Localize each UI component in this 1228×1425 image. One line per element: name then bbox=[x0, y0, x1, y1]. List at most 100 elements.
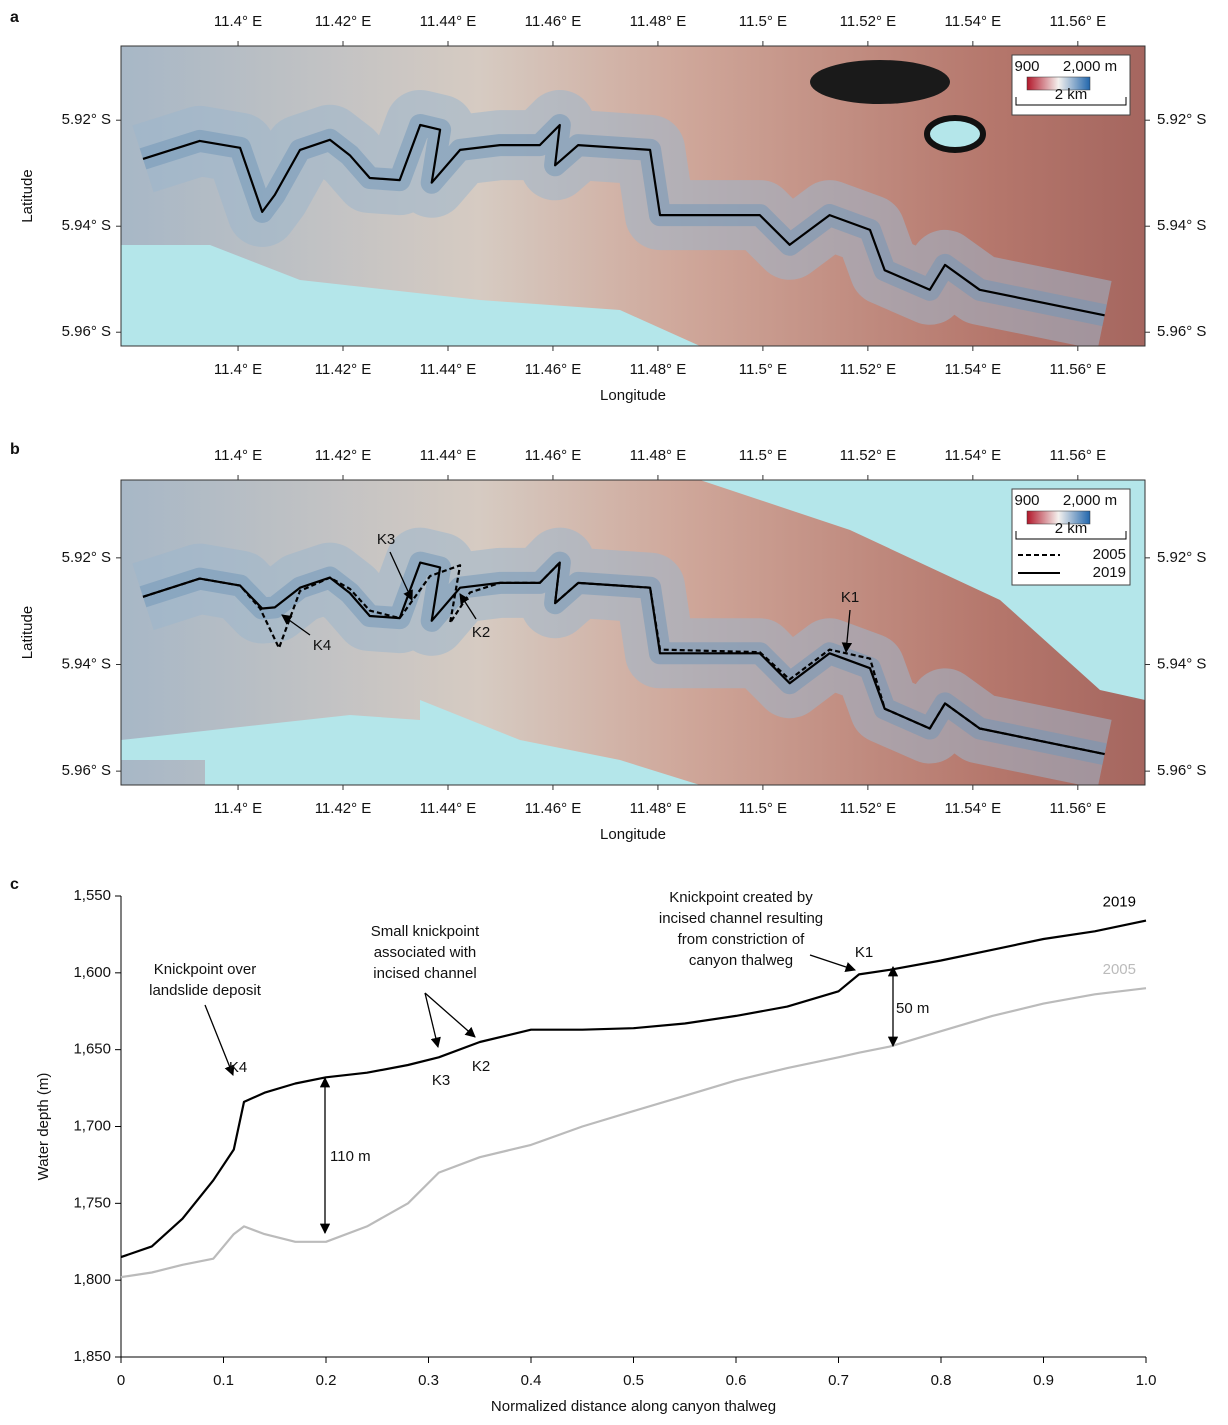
x-tick-label: 11.42° E bbox=[315, 447, 372, 464]
y-tick-label: 5.96° S bbox=[1157, 323, 1206, 340]
x-tick-label: 11.44° E bbox=[420, 800, 477, 817]
y-tick-label: 5.92° S bbox=[62, 111, 111, 128]
annotation-arrow bbox=[425, 993, 475, 1037]
x-tick-label: 0.4 bbox=[521, 1372, 542, 1389]
x-tick-label: 11.52° E bbox=[840, 800, 897, 817]
x-tick-label: 11.46° E bbox=[525, 13, 582, 30]
colorbar-label: 900 bbox=[1014, 492, 1039, 509]
no-data bbox=[927, 118, 983, 150]
annotation-text: 110 m bbox=[330, 1148, 371, 1165]
annotation-text: incised channel resulting bbox=[659, 910, 823, 927]
x-tick-label: 11.54° E bbox=[945, 13, 1002, 30]
x-tick-label: 11.54° E bbox=[945, 361, 1002, 378]
panel-letter: c bbox=[10, 876, 19, 893]
y-tick-label: 1,650 bbox=[73, 1041, 111, 1058]
x-tick-label: 0.6 bbox=[726, 1372, 747, 1389]
x-tick-label: 11.5° E bbox=[739, 447, 787, 464]
y-tick-label: 5.94° S bbox=[1157, 217, 1206, 234]
y-tick-label: 5.92° S bbox=[62, 549, 111, 566]
series-label: 2019 bbox=[1103, 894, 1136, 911]
annotation-arrow bbox=[425, 993, 438, 1047]
annotation-text: Small knickpoint bbox=[371, 923, 480, 940]
x-tick-label: 11.54° E bbox=[945, 800, 1002, 817]
panel-letter: a bbox=[10, 9, 19, 26]
x-tick-label: 1.0 bbox=[1136, 1372, 1157, 1389]
x-tick-label: 11.56° E bbox=[1050, 800, 1107, 817]
x-tick-label: 11.48° E bbox=[630, 13, 687, 30]
x-tick-label: 11.48° E bbox=[630, 361, 687, 378]
annotation-text: landslide deposit bbox=[149, 982, 262, 999]
annotation-text: incised channel bbox=[373, 965, 476, 982]
scalebar-label: 2 km bbox=[1055, 86, 1088, 103]
x-tick-label: 11.42° E bbox=[315, 13, 372, 30]
annotation-text: Knickpoint created by bbox=[669, 889, 813, 906]
panel-letter: b bbox=[10, 441, 20, 458]
annotation-text: K1 bbox=[841, 589, 859, 606]
colorbar-label: 900 bbox=[1014, 58, 1039, 75]
y-tick-label: 1,850 bbox=[73, 1348, 111, 1365]
annotation-text: Knickpoint over bbox=[154, 961, 257, 978]
x-tick-label: 11.46° E bbox=[525, 361, 582, 378]
x-tick-label: 11.48° E bbox=[630, 800, 687, 817]
map-image bbox=[121, 480, 1145, 785]
y-tick-label: 5.96° S bbox=[1157, 762, 1206, 779]
x-tick-label: 11.44° E bbox=[420, 447, 477, 464]
x-tick-label: 11.56° E bbox=[1050, 447, 1107, 464]
colorbar-label: 2,000 m bbox=[1063, 58, 1117, 75]
x-tick-label: 11.52° E bbox=[840, 361, 897, 378]
x-tick-label: 11.44° E bbox=[420, 361, 477, 378]
y-tick-label: 1,700 bbox=[73, 1117, 111, 1134]
annotation-text: K3 bbox=[432, 1072, 450, 1089]
depth-line bbox=[121, 921, 1146, 1258]
x-tick-label: 11.4° E bbox=[214, 361, 262, 378]
annotation-text: canyon thalweg bbox=[689, 952, 793, 969]
annotation-text: from constriction of bbox=[678, 931, 806, 948]
colorbar-label: 2,000 m bbox=[1063, 492, 1117, 509]
y-tick-label: 1,750 bbox=[73, 1194, 111, 1211]
y-axis-label: Water depth (m) bbox=[35, 1073, 52, 1181]
x-tick-label: 0.1 bbox=[213, 1372, 234, 1389]
x-tick-label: 11.5° E bbox=[739, 361, 787, 378]
x-tick-label: 11.56° E bbox=[1050, 361, 1107, 378]
depth-line bbox=[121, 988, 1146, 1277]
x-tick-label: 0.9 bbox=[1033, 1372, 1054, 1389]
annotation-text: K3 bbox=[377, 531, 395, 548]
legend-label: 2005 bbox=[1093, 546, 1126, 563]
x-tick-label: 11.52° E bbox=[840, 13, 897, 30]
page: {"chart_data": [ {"type": "map", "panel"… bbox=[0, 0, 1228, 1425]
x-tick-label: 0.8 bbox=[931, 1372, 952, 1389]
x-tick-label: 0.3 bbox=[418, 1372, 439, 1389]
y-axis-label: Latitude bbox=[19, 606, 36, 659]
annotation-text: K1 bbox=[855, 944, 873, 961]
annotation-text: associated with bbox=[374, 944, 477, 961]
x-tick-label: 11.5° E bbox=[739, 13, 787, 30]
x-axis-label: Longitude bbox=[600, 387, 666, 404]
series-label: 2005 bbox=[1103, 961, 1136, 978]
x-tick-label: 11.54° E bbox=[945, 447, 1002, 464]
x-tick-label: 0.2 bbox=[316, 1372, 337, 1389]
y-tick-label: 1,800 bbox=[73, 1271, 111, 1288]
x-tick-label: 0.5 bbox=[623, 1372, 644, 1389]
x-tick-label: 0 bbox=[117, 1372, 125, 1389]
x-tick-label: 11.4° E bbox=[214, 13, 262, 30]
x-tick-label: 11.44° E bbox=[420, 13, 477, 30]
y-tick-label: 1,600 bbox=[73, 964, 111, 981]
x-axis-label: Longitude bbox=[600, 826, 666, 843]
no-data-dark bbox=[810, 60, 950, 104]
x-tick-label: 11.5° E bbox=[739, 800, 787, 817]
y-tick-label: 5.94° S bbox=[62, 217, 111, 234]
x-tick-label: 11.46° E bbox=[525, 447, 582, 464]
x-axis-label: Normalized distance along canyon thalweg bbox=[491, 1398, 776, 1415]
annotation-text: K4 bbox=[313, 637, 331, 654]
y-tick-label: 5.96° S bbox=[62, 762, 111, 779]
y-tick-label: 5.94° S bbox=[1157, 655, 1206, 672]
x-tick-label: 11.46° E bbox=[525, 800, 582, 817]
y-tick-label: 5.92° S bbox=[1157, 549, 1206, 566]
annotation-text: K4 bbox=[229, 1059, 247, 1076]
figure: a 11.4° E 11.4° E 11.42° E 11.42° E 11.44° E 1… bbox=[0, 0, 1228, 1420]
x-tick-label: 11.42° E bbox=[315, 361, 372, 378]
annotation-text: K2 bbox=[472, 624, 490, 641]
x-tick-label: 11.4° E bbox=[214, 447, 262, 464]
y-tick-label: 5.96° S bbox=[62, 323, 111, 340]
annotation-arrow bbox=[810, 955, 855, 970]
